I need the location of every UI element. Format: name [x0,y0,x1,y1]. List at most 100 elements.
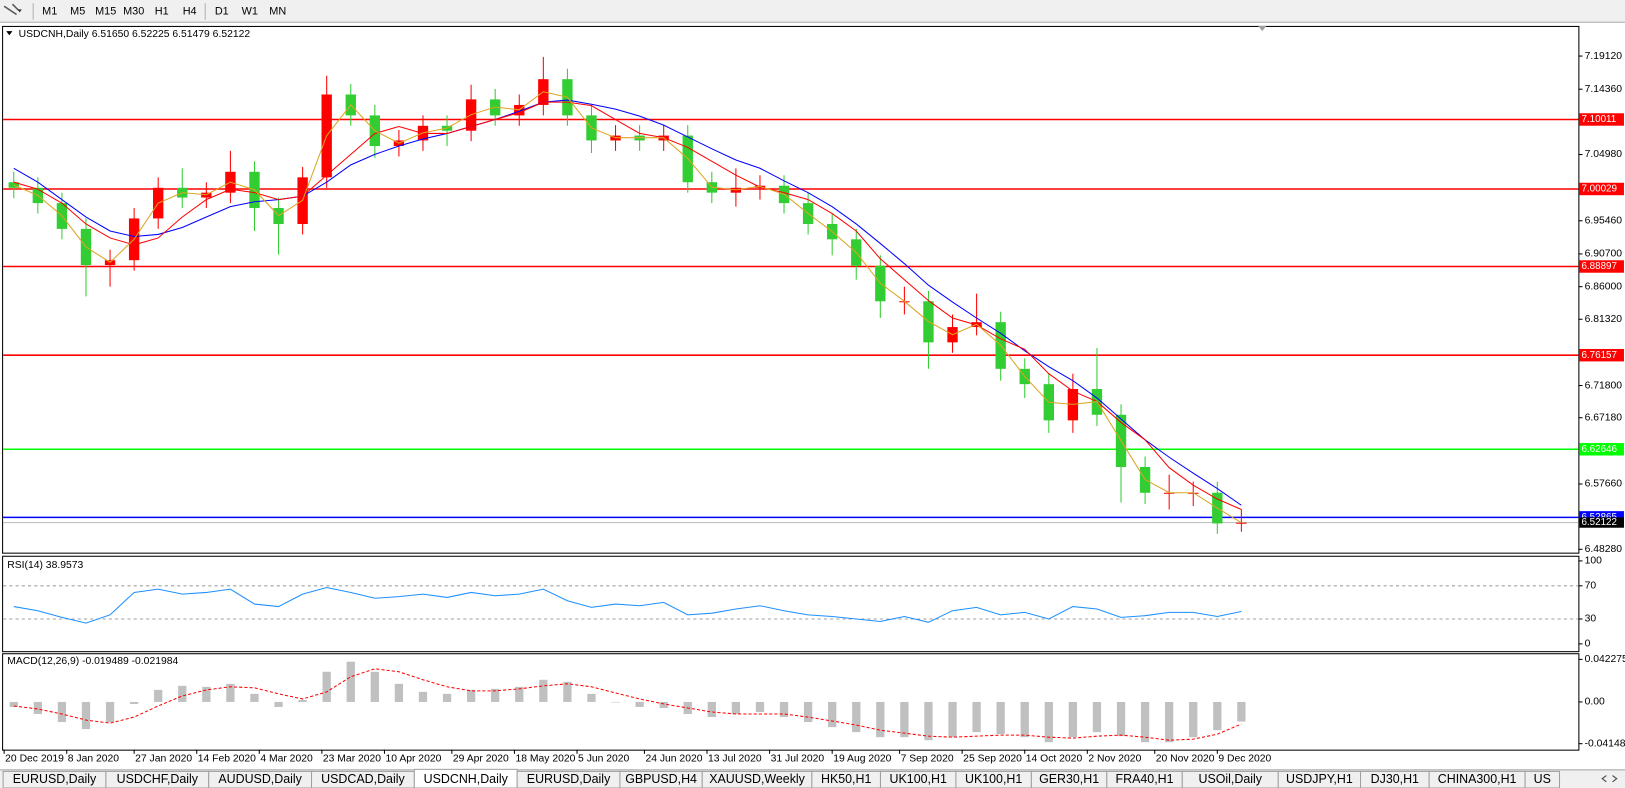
macd-bar [1044,701,1053,743]
y-tick-label: 7.04980 [1585,149,1623,160]
macd-bar [394,683,404,702]
macd-bar [539,679,548,702]
tab-label[interactable]: USDCNH,Daily [424,772,509,786]
tab-label[interactable]: USDCAD,Daily [321,772,405,786]
moving-average-line [13,91,1242,524]
macd-bar [1068,701,1078,738]
tab-label[interactable]: US [1534,772,1551,786]
macd-bar [1092,701,1102,733]
macd-bar [924,701,933,741]
x-tick-label: 31 Jul 2020 [771,754,825,765]
macd-bar [563,681,572,702]
y-tick-label: 6.67180 [1585,412,1623,423]
macd-bar [731,701,741,715]
macd-bar [1020,701,1029,738]
x-tick-label: 13 Jul 2020 [708,754,762,765]
tab-label[interactable]: UK100,H1 [890,772,947,786]
tab-label[interactable]: GER30,H1 [1039,772,1099,786]
macd-bar [442,693,452,702]
macd-bar [491,688,500,702]
timeframe-button[interactable]: M5 [70,5,85,17]
macd-bar [57,701,67,723]
candle-body [1163,492,1175,494]
tab-label[interactable]: EURUSD,Daily [13,772,97,786]
timeframe-button[interactable]: M15 [95,5,116,17]
last-price-label: 6.52122 [1581,517,1617,528]
tab-label[interactable]: USOil,Daily [1199,772,1263,786]
tab-label[interactable]: EURUSD,Daily [527,772,611,786]
macd-bar [418,691,428,702]
x-tick-label: 8 Jan 2020 [68,754,119,765]
tab-label[interactable]: FRA40,H1 [1116,772,1174,786]
macd-bar [659,701,668,708]
macd-bar [852,701,861,733]
x-tick-label: 24 Jun 2020 [645,754,702,765]
tab-label[interactable]: GBPUSD,H4 [625,772,697,786]
rsi-title: RSI(14) 38.9573 [7,560,83,571]
macd-bar [707,701,716,718]
tab-label[interactable]: AUDUSD,Daily [218,772,302,786]
macd-bar [9,701,18,707]
tab-label[interactable]: HK50,H1 [821,772,871,786]
macd-bar [1140,701,1150,743]
tab-scroll-arrows[interactable] [1601,775,1618,783]
rsi-line [13,586,1242,624]
timeframe-button[interactable]: D1 [215,5,229,17]
macd-bar [154,689,163,702]
x-tick-label: 4 Mar 2020 [260,754,313,765]
macd-bar [346,661,355,702]
timeframe-button[interactable]: H4 [183,5,197,17]
y-tick-label: 70 [1585,581,1597,592]
macd-bar [33,701,42,715]
macd-bar [250,693,259,702]
x-tick-label: 23 Mar 2020 [323,754,381,765]
macd-bar [635,701,644,707]
tab-label[interactable]: CHINA300,H1 [1438,772,1517,786]
timeframe-button[interactable]: MN [269,5,286,17]
x-tick-label: 5 Jun 2020 [578,754,629,765]
macd-bar [515,686,524,702]
dropdown-icon[interactable] [17,9,22,13]
tab-label[interactable]: UK100,H1 [965,772,1022,786]
y-tick-label: -0.04148 [1585,738,1625,749]
timeframe-button[interactable]: W1 [242,5,258,17]
y-tick-label: 6.71800 [1585,380,1623,391]
tab-label[interactable]: XAUUSD,Weekly [709,772,805,786]
timeframe-button[interactable]: H1 [155,5,169,17]
shift-marker [1258,25,1267,32]
timeframe-button[interactable]: M1 [42,5,57,17]
toolbar-background [0,0,1625,23]
last-price-box [1579,517,1624,528]
macd-title: MACD(12,26,9) -0.019489 -0.021984 [7,656,178,667]
candle-body [1236,522,1247,524]
macd-bar [828,701,837,728]
tab-label[interactable]: USDJPY,H1 [1286,772,1353,786]
x-tick-label: 2 Nov 2020 [1088,754,1141,765]
symbol-menu-icon[interactable] [6,31,13,36]
macd-bar [1116,701,1126,737]
plot-area: 7.100117.000296.888976.761576.626466.528… [3,51,1625,765]
timeframe-toolbar: M1 M5 M15 M30 H1 H4 D1 W1 MN [42,5,286,17]
tab-label[interactable]: DJ30,H1 [1371,772,1419,786]
macd-bar [755,701,765,713]
x-tick-label: 25 Sep 2020 [963,754,1022,765]
level-label-box [1579,182,1624,196]
level-label: 6.62646 [1581,444,1617,455]
tab-label[interactable]: USDCHF,Daily [117,772,199,786]
macd-bar [274,701,283,707]
macd-bar [226,683,235,702]
macd-bar [611,701,620,703]
moving-average-line [13,101,1242,510]
y-tick-label: 7.19120 [1585,51,1623,62]
timeframe-button[interactable]: M30 [123,5,144,17]
x-tick-label: 20 Dec 2019 [5,754,64,765]
rsi-panel-frame [2,555,1580,653]
x-tick-label: 18 May 2020 [515,754,575,765]
macd-bar [587,693,596,702]
level-label-box [1579,113,1624,126]
chart-tabs: EURUSD,Daily USDCHF,Daily AUDUSD,Daily USDC… [2,768,1561,788]
moving-average-line [13,99,1242,506]
x-tick-label: 7 Sep 2020 [901,754,954,765]
y-tick-label: 6.57660 [1585,479,1623,490]
